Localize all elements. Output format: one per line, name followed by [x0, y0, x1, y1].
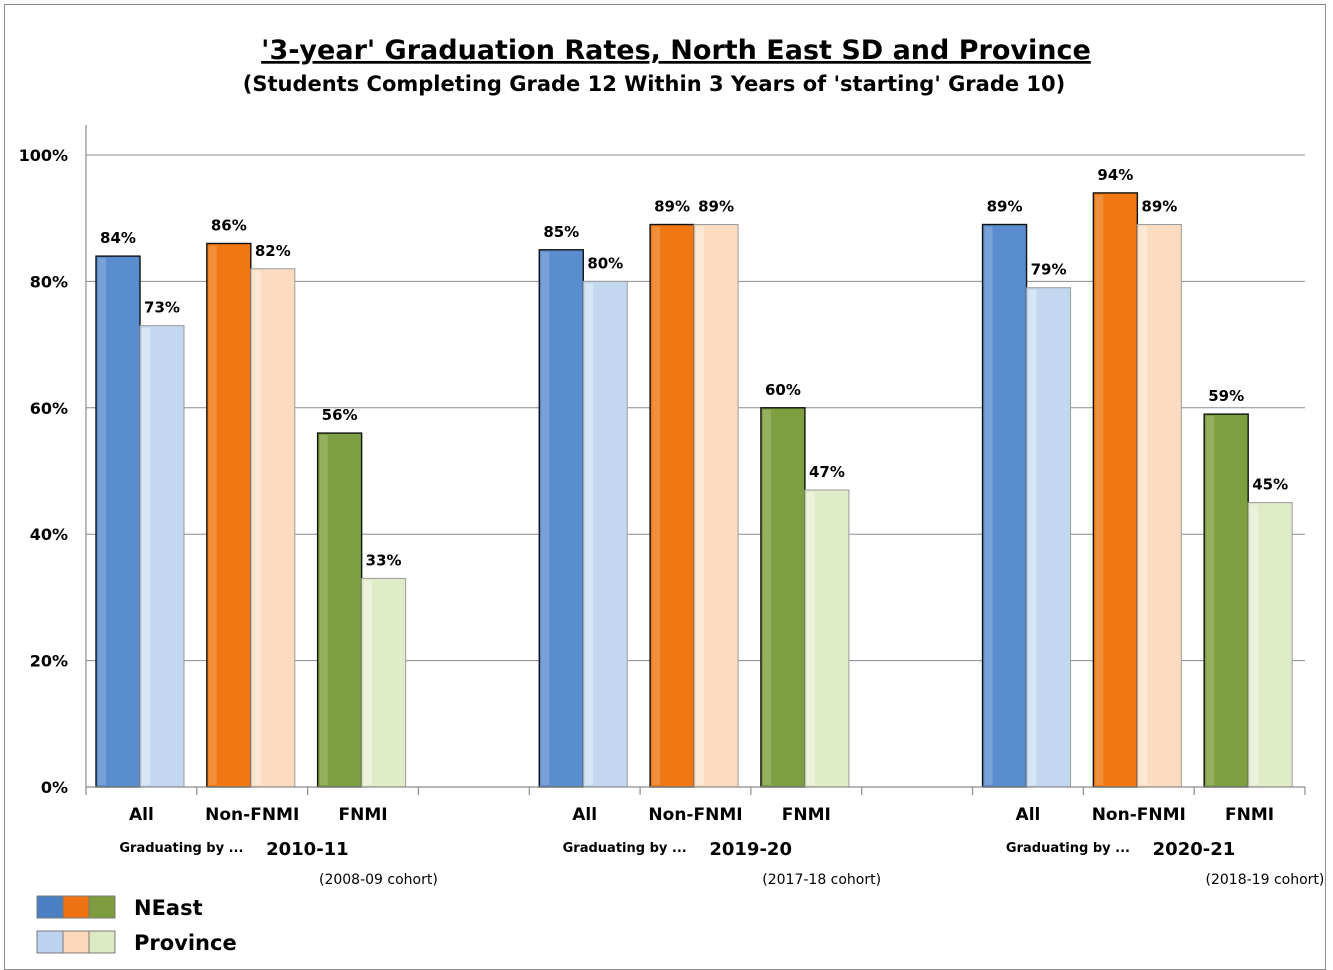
data-label-province: 80% — [587, 254, 623, 272]
legend-swatch — [62, 930, 90, 954]
bar-province — [139, 325, 185, 788]
category-label: FNMI — [338, 805, 387, 825]
chart-title: '3-year' Graduation Rates, North East SD… — [261, 35, 1091, 66]
bar-highlight — [1095, 194, 1104, 786]
data-label-province: 47% — [809, 463, 845, 481]
data-label-neast: 85% — [543, 223, 579, 241]
bar-province — [250, 268, 296, 788]
bar-highlight — [1250, 504, 1259, 785]
bar-highlight — [142, 327, 150, 785]
data-label-neast: 56% — [322, 406, 358, 424]
data-label-neast: 84% — [100, 229, 136, 247]
bar-highlight — [696, 226, 705, 785]
data-label-neast: 89% — [987, 198, 1023, 216]
year-label: 2020-21 — [1153, 839, 1236, 860]
data-label-neast: 94% — [1097, 166, 1133, 184]
data-label-province: 79% — [1031, 261, 1067, 279]
category-label: Non-FNMI — [648, 805, 742, 825]
cohort-label: (2017-18 cohort) — [762, 872, 881, 888]
data-label-neast: 60% — [765, 381, 801, 399]
y-tick-label: 80% — [30, 272, 68, 291]
category-label: FNMI — [1225, 805, 1274, 825]
legend-swatch — [62, 895, 90, 919]
bar-highlight — [984, 226, 993, 785]
bar-highlight — [319, 435, 328, 785]
chart-subtitle: (Students Completing Grade 12 Within 3 Y… — [243, 72, 1066, 96]
data-label-province: 45% — [1252, 476, 1288, 494]
bar-highlight — [252, 270, 261, 785]
bar-province — [1026, 287, 1072, 788]
bar-province — [693, 224, 739, 788]
data-label-neast: 86% — [211, 216, 247, 234]
bar-province — [1136, 224, 1182, 788]
cohort-label: (2008-09 cohort) — [319, 872, 438, 888]
y-tick-label: 0% — [41, 778, 68, 797]
category-label: FNMI — [782, 805, 831, 825]
legend-label: NEast — [134, 896, 203, 920]
year-label: 2019-20 — [709, 839, 792, 860]
x-axis — [85, 125, 1306, 795]
category-label: All — [129, 805, 154, 825]
y-axis-ticks: 100% 80% 60% 40% 20% 0% — [19, 146, 68, 797]
data-label-province: 73% — [144, 299, 180, 317]
y-tick-label: 60% — [30, 399, 68, 418]
bar-neast — [981, 223, 1028, 788]
y-tick-label: 40% — [30, 525, 68, 544]
legend-label: Province — [134, 931, 237, 955]
bar-highlight — [1139, 226, 1148, 785]
data-label-province: 89% — [698, 198, 734, 216]
graduating-by-label: Graduating by ... — [119, 841, 243, 856]
data-label-province: 82% — [255, 242, 291, 260]
bar-highlight — [1028, 289, 1037, 785]
bar-province — [361, 577, 407, 788]
bar-highlight — [1206, 416, 1215, 785]
data-label-neast: 89% — [654, 198, 690, 216]
legend: NEast Province — [36, 895, 237, 955]
data-label-neast: 59% — [1208, 387, 1244, 405]
bar-highlight — [98, 258, 106, 785]
legend-swatch — [36, 895, 64, 919]
graduating-by-label: Graduating by ... — [1006, 841, 1130, 856]
bar-neast — [1092, 192, 1139, 788]
year-label: 2010-11 — [266, 839, 349, 860]
bar-neast — [316, 432, 363, 788]
x-axis-labels: All Non-FNMI FNMI Graduating by ... 2010-11 (… — [119, 805, 1324, 888]
category-label: Non-FNMI — [205, 805, 299, 825]
data-label-province: 33% — [366, 551, 402, 569]
category-label: All — [572, 805, 597, 825]
category-label: All — [1016, 805, 1041, 825]
bar-highlight — [208, 245, 217, 786]
bar-highlight — [762, 409, 771, 785]
cohort-label: (2018-19 cohort) — [1206, 872, 1325, 888]
bar-province — [804, 489, 850, 788]
legend-swatch — [36, 930, 64, 954]
y-tick-label: 100% — [19, 146, 68, 165]
bar-neast — [206, 242, 252, 788]
legend-swatch — [88, 895, 116, 919]
bar-highlight — [363, 580, 372, 785]
bar-neast — [760, 407, 806, 788]
bar-highlight — [806, 491, 815, 785]
bar-neast — [1203, 413, 1249, 788]
graduating-by-label: Graduating by ... — [563, 841, 687, 856]
data-label-province: 89% — [1141, 198, 1177, 216]
y-tick-label: 20% — [30, 652, 68, 671]
bars: 84% 73% 86% 82% 56% 33% 85% 80% 89% 89% 60% 47% 89% 7… — [95, 166, 1293, 788]
bar-highlight — [541, 251, 550, 786]
bar-neast — [95, 255, 141, 788]
category-label: Non-FNMI — [1092, 805, 1186, 825]
bar-highlight — [652, 226, 661, 785]
bar-highlight — [585, 283, 594, 785]
legend-swatch — [88, 930, 116, 954]
